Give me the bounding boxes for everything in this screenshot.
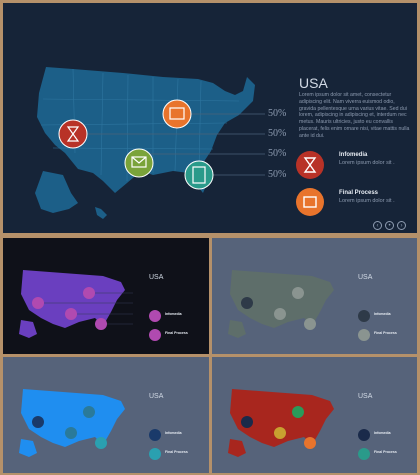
slide-title: USA [149,393,164,400]
hawaii-shape [95,207,107,219]
legend-icon-infomedia [296,151,324,179]
main-slide[interactable]: 50% 50% 50% 50% USA Lorem ipsum dolor si… [3,3,417,233]
slide-title: USA [358,274,373,281]
legend-label: Infomedia [165,431,182,435]
thumbnail-slide[interactable]: USA Infomedia Final Process [3,238,209,354]
percentage-label: 50% [268,148,287,159]
legend-label: Final Process [339,190,379,196]
hourglass-icon [303,157,317,173]
slide-title: USA [299,75,328,91]
legend-text: Lorem ipsum dolor sit . [339,198,395,204]
usa-map [228,389,370,460]
usa-map [19,389,161,460]
slide-title: USA [358,393,373,400]
percentage-label: 50% [268,108,287,119]
map-markers [58,99,214,190]
percentage-label: 50% [268,169,287,180]
thumbnail-slide[interactable]: USA Infomedia Final Process [212,238,417,354]
usa-map [35,67,265,219]
legend-icon-final-process [296,188,324,216]
next-button[interactable]: › [397,221,406,230]
usa-map [228,270,370,341]
usa-map [19,270,161,341]
prev-button[interactable]: ‹ [373,221,382,230]
legend-label: Final Process [165,331,188,335]
image-icon [303,196,317,208]
thumbnail-slide[interactable]: USA Infomedia Final Process [3,357,209,473]
legend-label: Infomedia [374,312,391,316]
slide-title: USA [149,274,164,281]
legend-label: Infomedia [374,431,391,435]
legend-label: Final Process [165,450,188,454]
legend-label: Final Process [374,331,397,335]
percentage-label: 50% [268,128,287,139]
dot-button[interactable]: • [385,221,394,230]
legend-label: Final Process [374,450,397,454]
legend-label: Infomedia [339,152,368,158]
alaska-shape [35,171,78,213]
slide-paragraph: Lorem ipsum dolor sit amet, consectetur … [299,92,410,139]
legend-label: Infomedia [165,312,182,316]
legend-text: Lorem ipsum dolor sit . [339,160,395,166]
thumbnail-slide[interactable]: USA Infomedia Final Process [212,357,417,473]
